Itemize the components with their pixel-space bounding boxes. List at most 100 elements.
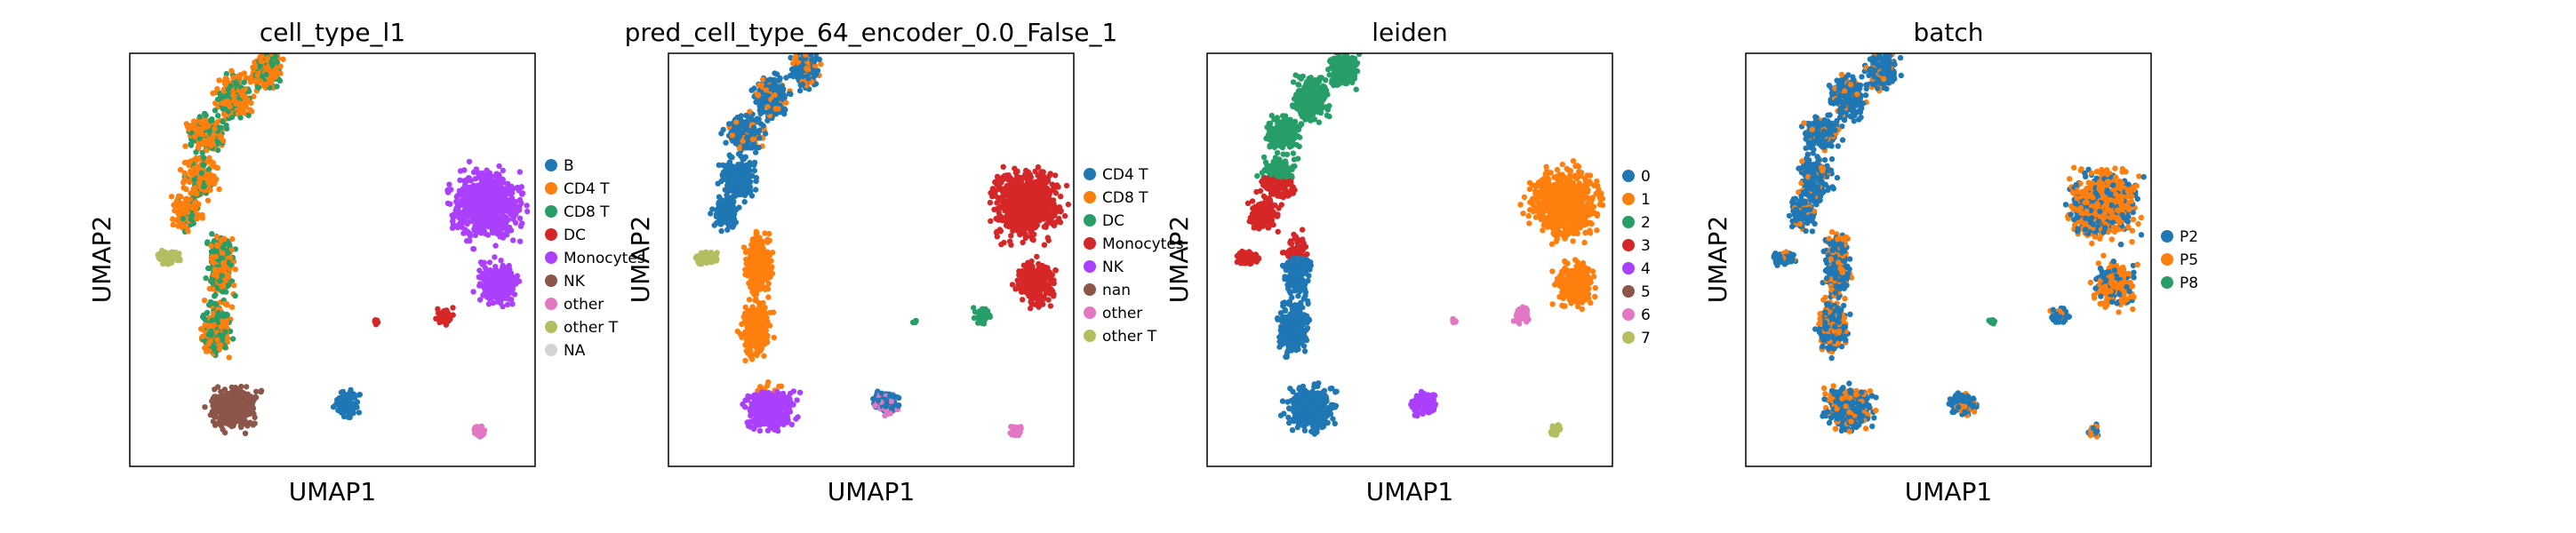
scatter-point (205, 178, 212, 185)
scatter-point (190, 203, 196, 209)
scatter-point (516, 215, 524, 221)
scatter-point (222, 329, 228, 335)
legend-marker (545, 251, 557, 264)
scatter-point (772, 91, 779, 99)
scatter-point (221, 86, 228, 93)
y-axis-label: UMAP2 (87, 216, 116, 304)
scatter-point (212, 293, 218, 299)
scatter-point (208, 243, 214, 249)
scatter-point (492, 214, 500, 220)
scatter-point (470, 212, 476, 219)
scatter-point (199, 149, 205, 156)
scatter-point (204, 147, 210, 154)
scatter-point (177, 166, 184, 173)
scatter-point (217, 408, 224, 415)
scatter-point (769, 250, 776, 256)
scatter-point (186, 126, 192, 132)
legend-label: NA (564, 342, 586, 360)
scatter-point (470, 245, 476, 252)
scatter-point (746, 248, 752, 254)
scatter-point (211, 300, 218, 306)
scatter-point (189, 170, 196, 176)
scatter-point (727, 153, 733, 160)
scatter-point (500, 167, 506, 174)
scatter-point (212, 107, 219, 114)
scatter-point (173, 198, 180, 204)
scatter-point (248, 75, 254, 82)
scatter-point (212, 125, 218, 132)
scatter-point (208, 332, 214, 338)
scatter-point (450, 305, 456, 311)
scatter-point (206, 128, 212, 134)
scatter-point (216, 186, 222, 193)
scatter-point (223, 311, 230, 317)
scatter-point (476, 281, 484, 287)
scatter-point (764, 104, 771, 110)
legend-marker (545, 205, 557, 218)
scatter-point (716, 162, 722, 168)
scatter-point (764, 117, 771, 123)
scatter-point (464, 184, 470, 191)
scatter-point (188, 142, 195, 148)
legend-marker (545, 228, 557, 241)
scatter-point (774, 71, 780, 77)
scatter-point (474, 195, 481, 203)
scatter-point (718, 196, 724, 203)
scatter-point (724, 184, 731, 190)
scatter-point (496, 281, 502, 287)
scatter-point (264, 65, 270, 71)
scatter-point (212, 253, 220, 260)
scatter-point (760, 256, 767, 262)
scatter-point (754, 340, 760, 346)
scatter-point (196, 130, 203, 136)
scatter-point (477, 229, 484, 235)
scatter-point (221, 79, 228, 85)
scatter-point (760, 338, 766, 345)
scatter-point (488, 191, 494, 197)
scatter-point (463, 178, 469, 185)
scatter-point (496, 205, 503, 211)
scatter-point (218, 237, 224, 243)
scatter-point (216, 77, 222, 84)
scatter-point (724, 162, 731, 169)
scatter-point (453, 198, 460, 205)
scatter-point (219, 284, 226, 290)
scatter-point (244, 384, 250, 390)
scatter-point (749, 136, 756, 142)
scatter-point (507, 290, 513, 296)
scatter-point (770, 309, 777, 315)
scatter-point (245, 410, 252, 418)
scatter-point (718, 227, 724, 235)
scatter-point (756, 135, 763, 141)
scatter-point (731, 216, 738, 222)
scatter-point (214, 119, 220, 125)
scatter-point (788, 66, 796, 73)
scatter-point (180, 215, 187, 222)
scatter-point (764, 77, 771, 84)
scatter-point (738, 113, 744, 119)
scatter-point (242, 430, 249, 436)
scatter-point (210, 259, 217, 266)
scatter-point (230, 407, 237, 413)
plot-frame (129, 52, 536, 467)
panel-title: pred_cell_type_64_encoder_0.0_False_1 (625, 18, 1118, 47)
scatter-point (209, 231, 215, 237)
scatter-point (257, 63, 263, 69)
scatter-point (435, 306, 441, 312)
scatter-point (476, 186, 483, 192)
scatter-point (473, 166, 479, 172)
scatter-point (449, 212, 455, 219)
scatter-point (264, 55, 271, 61)
scatter-point (464, 238, 470, 244)
scatter-point (164, 257, 170, 263)
scatter-point (214, 337, 220, 343)
scatter-point (269, 61, 276, 68)
scatter-point (229, 399, 236, 406)
scatter-point (724, 192, 730, 198)
scatter-point (170, 216, 176, 222)
scatter-point (780, 86, 787, 93)
scatter-point (739, 321, 745, 328)
scatter-point (226, 417, 232, 423)
scatter-points (155, 53, 531, 440)
scatter-point (457, 200, 464, 206)
